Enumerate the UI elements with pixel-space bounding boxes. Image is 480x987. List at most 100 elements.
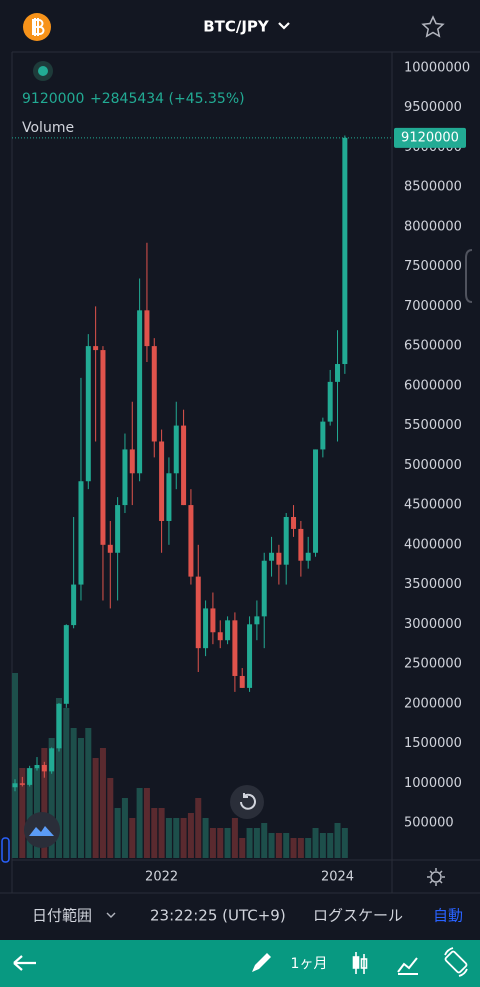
volume-bar — [224, 828, 231, 858]
settings-rays — [427, 868, 445, 886]
side-handle[interactable] — [465, 249, 473, 303]
candle-body — [78, 481, 84, 585]
reset-button[interactable] — [230, 785, 264, 819]
volume-bar — [319, 833, 326, 858]
candle-body — [247, 624, 253, 688]
bottom-bar — [0, 940, 480, 987]
symbol-title[interactable]: BTC/JPY — [203, 18, 270, 36]
candle-body — [261, 560, 267, 617]
candle-body — [298, 528, 304, 561]
logo-button[interactable] — [24, 812, 60, 848]
volume-bar — [231, 818, 238, 858]
volume-bar — [187, 813, 194, 858]
legend-change-pct: (+45.35%) — [169, 91, 245, 107]
candle-body — [195, 576, 201, 649]
candle-body — [225, 620, 231, 641]
candle-body — [115, 505, 121, 553]
candle-body — [137, 310, 143, 474]
settings-icon[interactable] — [430, 871, 442, 883]
plot — [12, 135, 392, 858]
candle-body — [19, 783, 25, 785]
volume-bar — [92, 758, 99, 858]
chart-type-button[interactable] — [352, 952, 368, 974]
last-price-tag — [394, 127, 466, 148]
candle-body — [254, 616, 260, 625]
volume-bar — [209, 828, 216, 858]
candle-body — [188, 505, 194, 577]
favorite-star[interactable] — [421, 15, 445, 38]
candle-body — [49, 748, 55, 772]
symbol-chevron[interactable] — [278, 22, 290, 30]
candle-body — [283, 517, 289, 565]
volume-bar — [261, 823, 268, 858]
legend-change-value: +2845434 — [90, 91, 164, 107]
volume-bar — [158, 808, 165, 858]
volume-bar — [136, 788, 143, 858]
draw-button[interactable] — [252, 953, 271, 972]
candle-body — [107, 544, 113, 553]
volume-bar — [173, 818, 180, 858]
rotate-arrows — [444, 947, 468, 977]
candle-body — [63, 625, 69, 704]
candle-body — [12, 783, 18, 788]
volume-bar — [341, 828, 348, 858]
volume-bar — [26, 768, 33, 858]
interval-button[interactable]: 1ヶ月 — [291, 956, 328, 972]
volume-bar — [239, 838, 246, 858]
candle-body — [269, 552, 275, 561]
candle-body — [144, 310, 150, 347]
log-scale-button[interactable]: ログスケール — [313, 907, 403, 925]
volume-bar — [151, 808, 158, 858]
volume-label: Volume — [22, 120, 74, 136]
candle-body-a — [352, 956, 360, 969]
candle-body — [335, 364, 341, 382]
date-range-chevron — [106, 912, 116, 918]
candle-body-b — [360, 958, 368, 969]
volume-bar — [165, 818, 172, 858]
volume-bar — [99, 748, 106, 858]
volume-bar — [268, 833, 275, 858]
volume-bar — [195, 798, 202, 858]
y-tick-label: 1000000 — [404, 776, 462, 791]
y-tick-label: 8000000 — [404, 219, 462, 234]
candle-body — [159, 441, 165, 521]
volume-bar — [253, 828, 260, 858]
volume-bar — [275, 833, 282, 858]
date-range-button[interactable]: 日付範囲 — [32, 907, 92, 925]
candle-body — [122, 449, 128, 506]
clock-time[interactable]: 23:22:25 (UTC+9) — [150, 907, 286, 925]
candle-body — [313, 449, 319, 553]
rotate-button[interactable] — [444, 947, 468, 977]
auto-scale-button[interactable]: 自動 — [433, 907, 463, 925]
volume-bar — [121, 798, 128, 858]
volume-bar — [41, 748, 48, 858]
indicators-button[interactable] — [397, 957, 418, 975]
rotate-phone — [444, 950, 468, 974]
y-tick-label: 8500000 — [404, 180, 462, 195]
x-tick-label: 2022 — [145, 870, 178, 885]
candle-body — [151, 346, 157, 442]
candle-body — [232, 620, 238, 676]
coin-icon[interactable] — [23, 13, 51, 41]
volume-bar — [202, 818, 209, 858]
volume-bar — [85, 728, 92, 858]
volume-bar — [290, 838, 297, 858]
volume-bar — [334, 823, 341, 858]
last-price-label: 9120000 — [401, 130, 459, 145]
candle-body — [210, 608, 216, 633]
scroll-handle[interactable] — [1, 837, 10, 863]
y-tick-label: 3000000 — [404, 617, 462, 632]
volume-bar — [48, 738, 55, 858]
volume-bar — [55, 698, 62, 858]
candle-body — [239, 675, 245, 688]
legend-close: 9120000 — [22, 91, 84, 107]
candle-body — [27, 768, 33, 785]
candle-body — [203, 608, 209, 649]
back-button[interactable] — [13, 955, 36, 971]
candle-body — [181, 425, 187, 506]
volume-bar — [246, 828, 253, 858]
y-tick-label: 3500000 — [404, 577, 462, 592]
status-dot — [38, 66, 48, 76]
